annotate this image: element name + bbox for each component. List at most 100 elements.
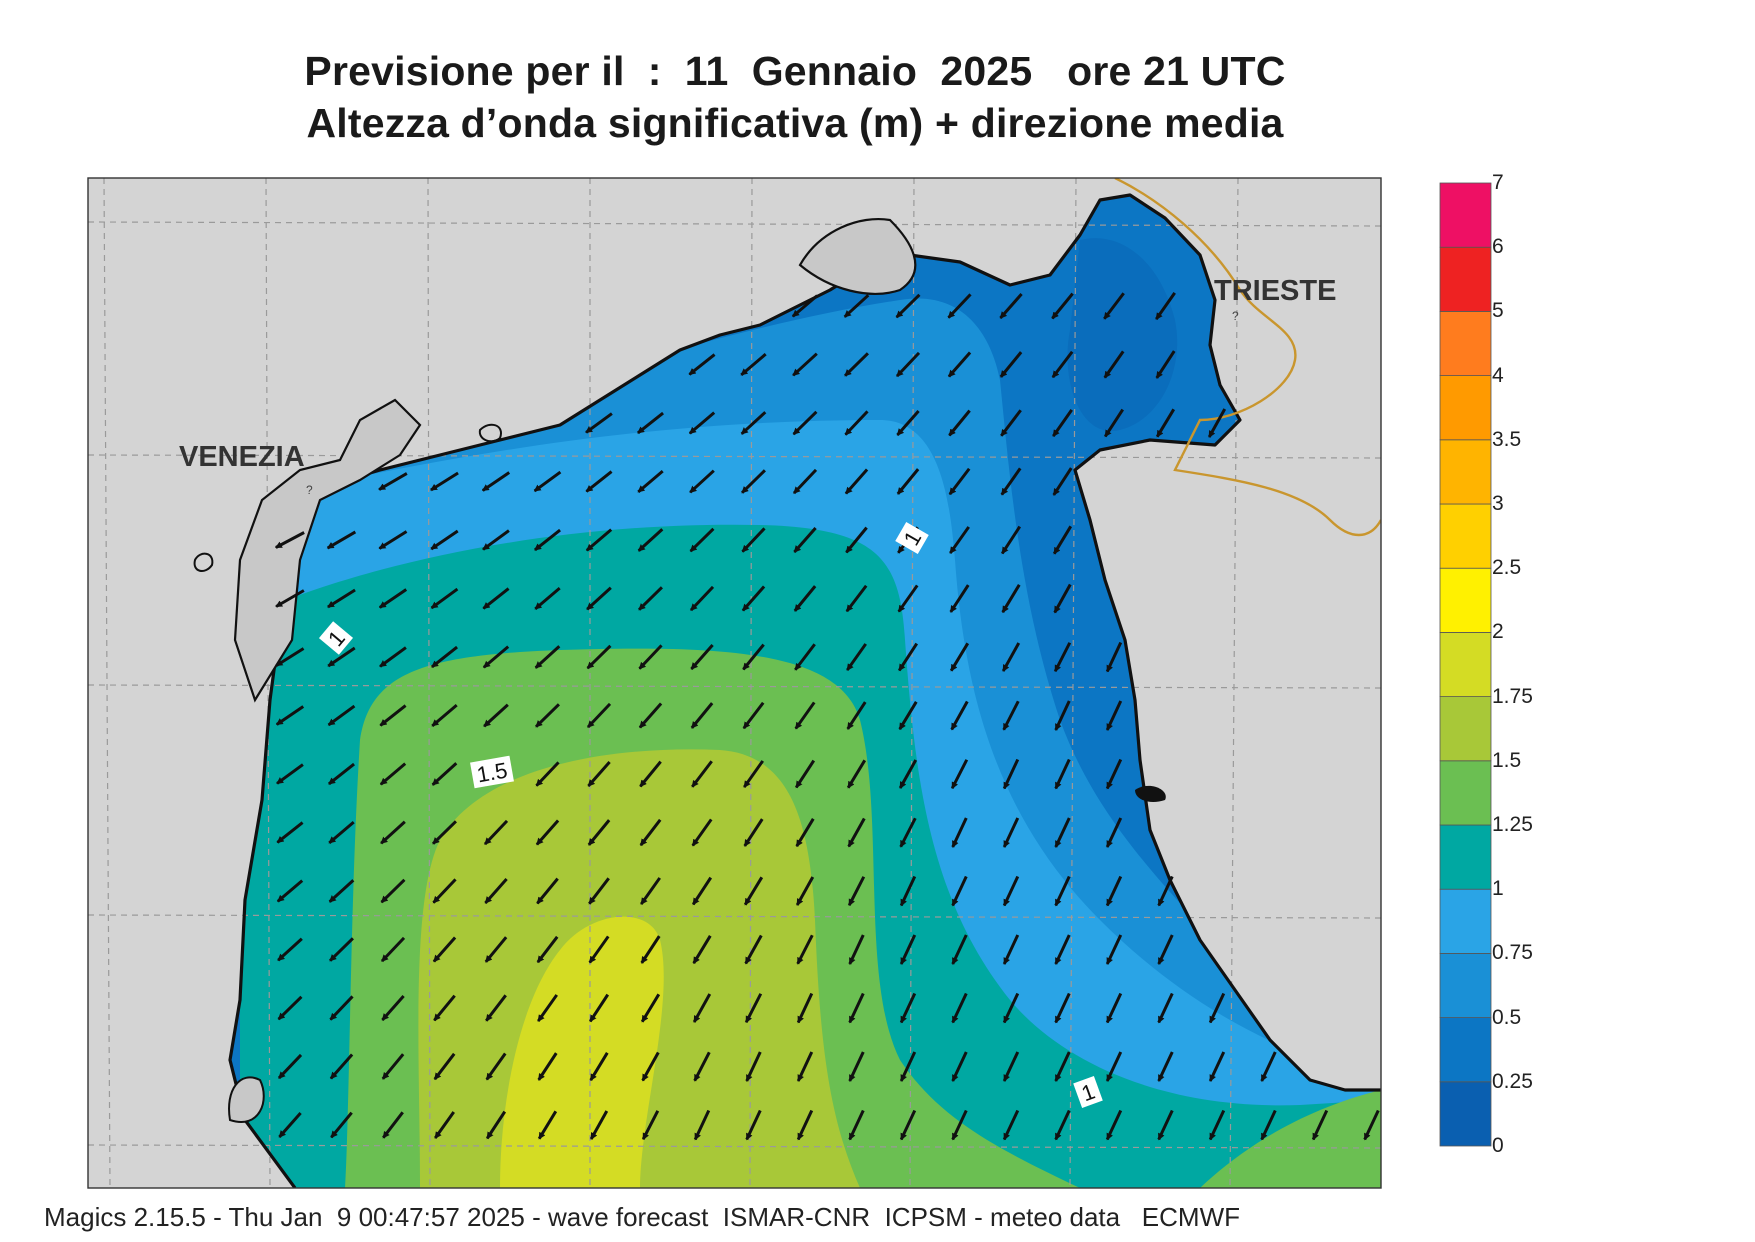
- wave-direction-arrow: [690, 702, 714, 729]
- map-title: Previsione per il : 11 Gennaio 2025 ore …: [304, 48, 1286, 94]
- wave-direction-arrow: [432, 936, 457, 963]
- wave-direction-arrow: [845, 584, 868, 613]
- wave-direction-arrow: [640, 935, 661, 964]
- wave-direction-arrow: [588, 935, 610, 964]
- wave-direction-arrow: [693, 1109, 711, 1141]
- wave-direction-arrow: [378, 472, 408, 491]
- wave-direction-arrow: [275, 589, 305, 608]
- wave-direction-arrow: [433, 1052, 456, 1081]
- wave-direction-arrow: [949, 642, 970, 672]
- colorbar-tick-label: 2: [1492, 620, 1504, 644]
- wave-direction-arrow: [1105, 875, 1123, 907]
- wave-direction-arrow: [794, 701, 816, 730]
- wave-direction-arrow: [1002, 934, 1020, 965]
- wave-direction-arrow: [534, 528, 561, 552]
- wave-direction-arrow: [1002, 700, 1020, 731]
- wave-direction-arrow: [1052, 409, 1073, 437]
- wave-direction-arrow: [533, 470, 562, 493]
- wave-direction-arrow: [846, 759, 867, 789]
- wave-direction-arrow: [796, 934, 814, 965]
- wave-direction-arrow: [637, 469, 664, 494]
- wave-direction-arrow: [588, 993, 610, 1023]
- wave-direction-arrow: [999, 292, 1023, 320]
- wave-direction-arrow: [1103, 350, 1125, 379]
- wave-direction-arrow: [948, 409, 971, 437]
- wave-direction-arrow: [689, 585, 715, 612]
- wave-direction-arrow: [329, 995, 354, 1021]
- wave-direction-arrow: [1054, 1051, 1071, 1082]
- wave-direction-arrow: [380, 820, 406, 845]
- wave-direction-arrow: [640, 877, 661, 905]
- wave-direction-arrow: [843, 294, 870, 318]
- wave-direction-arrow: [430, 587, 459, 610]
- svg-text:?: ?: [306, 483, 313, 497]
- wave-direction-arrow: [1155, 350, 1176, 379]
- wave-direction-arrow: [1157, 934, 1174, 965]
- wave-direction-arrow: [1105, 992, 1123, 1024]
- wave-direction-arrow: [848, 1051, 865, 1082]
- wave-direction-arrow: [1000, 409, 1022, 437]
- wave-direction-arrow: [1260, 1109, 1277, 1141]
- wave-direction-arrow: [1054, 758, 1071, 790]
- wave-direction-arrow: [586, 586, 612, 611]
- wave-direction-arrow: [1157, 875, 1174, 907]
- wave-direction-arrow: [844, 352, 869, 377]
- wave-direction-arrow: [949, 584, 970, 613]
- national-border: [1114, 178, 1381, 537]
- colorbar-swatch: [1439, 696, 1492, 762]
- wave-direction-arrow: [796, 1051, 814, 1082]
- wave-direction-arrow: [485, 994, 507, 1022]
- colorbar-tick-label: 7: [1492, 171, 1504, 194]
- wave-direction-arrow: [1105, 817, 1123, 848]
- wave-direction-arrow: [1260, 1051, 1277, 1082]
- wave-direction-arrow: [1208, 992, 1226, 1024]
- colorbar-tick-label: 4: [1492, 363, 1504, 387]
- wave-direction-arrow: [1363, 1109, 1380, 1141]
- wave-direction-arrow: [1054, 992, 1071, 1024]
- wave-direction-arrow: [585, 470, 613, 493]
- wave-direction-arrow: [586, 702, 612, 729]
- wave-direction-arrow: [691, 876, 713, 906]
- wave-direction-arrow: [689, 527, 715, 553]
- colorbar-swatch: [1439, 953, 1492, 1019]
- wave-direction-arrow: [1054, 875, 1071, 907]
- wave-direction-arrow: [1000, 525, 1022, 555]
- wave-direction-arrow: [896, 410, 920, 436]
- wave-direction-arrow: [951, 1051, 968, 1082]
- wave-direction-arrow: [277, 937, 303, 962]
- wave-direction-arrow: [432, 878, 457, 904]
- wave-direction-arrow: [899, 875, 917, 907]
- colorbar-swatch: [1439, 760, 1492, 826]
- wave-direction-arrow: [897, 642, 919, 672]
- wave-direction-arrow: [641, 1051, 660, 1082]
- wave-direction-arrow: [431, 704, 458, 727]
- colorbar-tick-label: 1.5: [1492, 748, 1522, 772]
- wave-direction-arrow: [844, 410, 869, 436]
- wave-direction-arrow: [276, 821, 304, 844]
- wave-direction-arrow: [482, 587, 510, 610]
- direction-arrow-layer: [274, 292, 1380, 1141]
- wave-direction-arrow: [482, 529, 510, 551]
- wave-direction-arrow: [278, 1112, 302, 1138]
- colorbar-swatch: [1439, 503, 1492, 569]
- wave-direction-arrow: [792, 410, 818, 436]
- wave-direction-arrow: [947, 293, 972, 319]
- wave-direction-arrow: [378, 530, 408, 550]
- wave-direction-arrow: [484, 936, 508, 963]
- wave-direction-arrow: [586, 644, 612, 670]
- wave-direction-arrow: [587, 761, 611, 787]
- wave-direction-arrow: [898, 701, 918, 731]
- wave-direction-arrow: [537, 994, 558, 1022]
- colorbar-swatch: [1439, 824, 1492, 890]
- wave-direction-arrow: [692, 935, 712, 965]
- wave-direction-arrow: [1002, 992, 1020, 1024]
- colorbar-tick-label: 2.5: [1492, 556, 1522, 580]
- wave-direction-arrow: [741, 585, 766, 612]
- grado-lagoon: [798, 218, 917, 295]
- wave-direction-arrow: [895, 293, 921, 319]
- wave-direction-arrow: [949, 526, 970, 554]
- wave-direction-arrow: [430, 529, 459, 551]
- wave-direction-arrow: [1103, 292, 1125, 320]
- wave-direction-arrow: [641, 1110, 660, 1141]
- wave-direction-arrow: [848, 1109, 865, 1141]
